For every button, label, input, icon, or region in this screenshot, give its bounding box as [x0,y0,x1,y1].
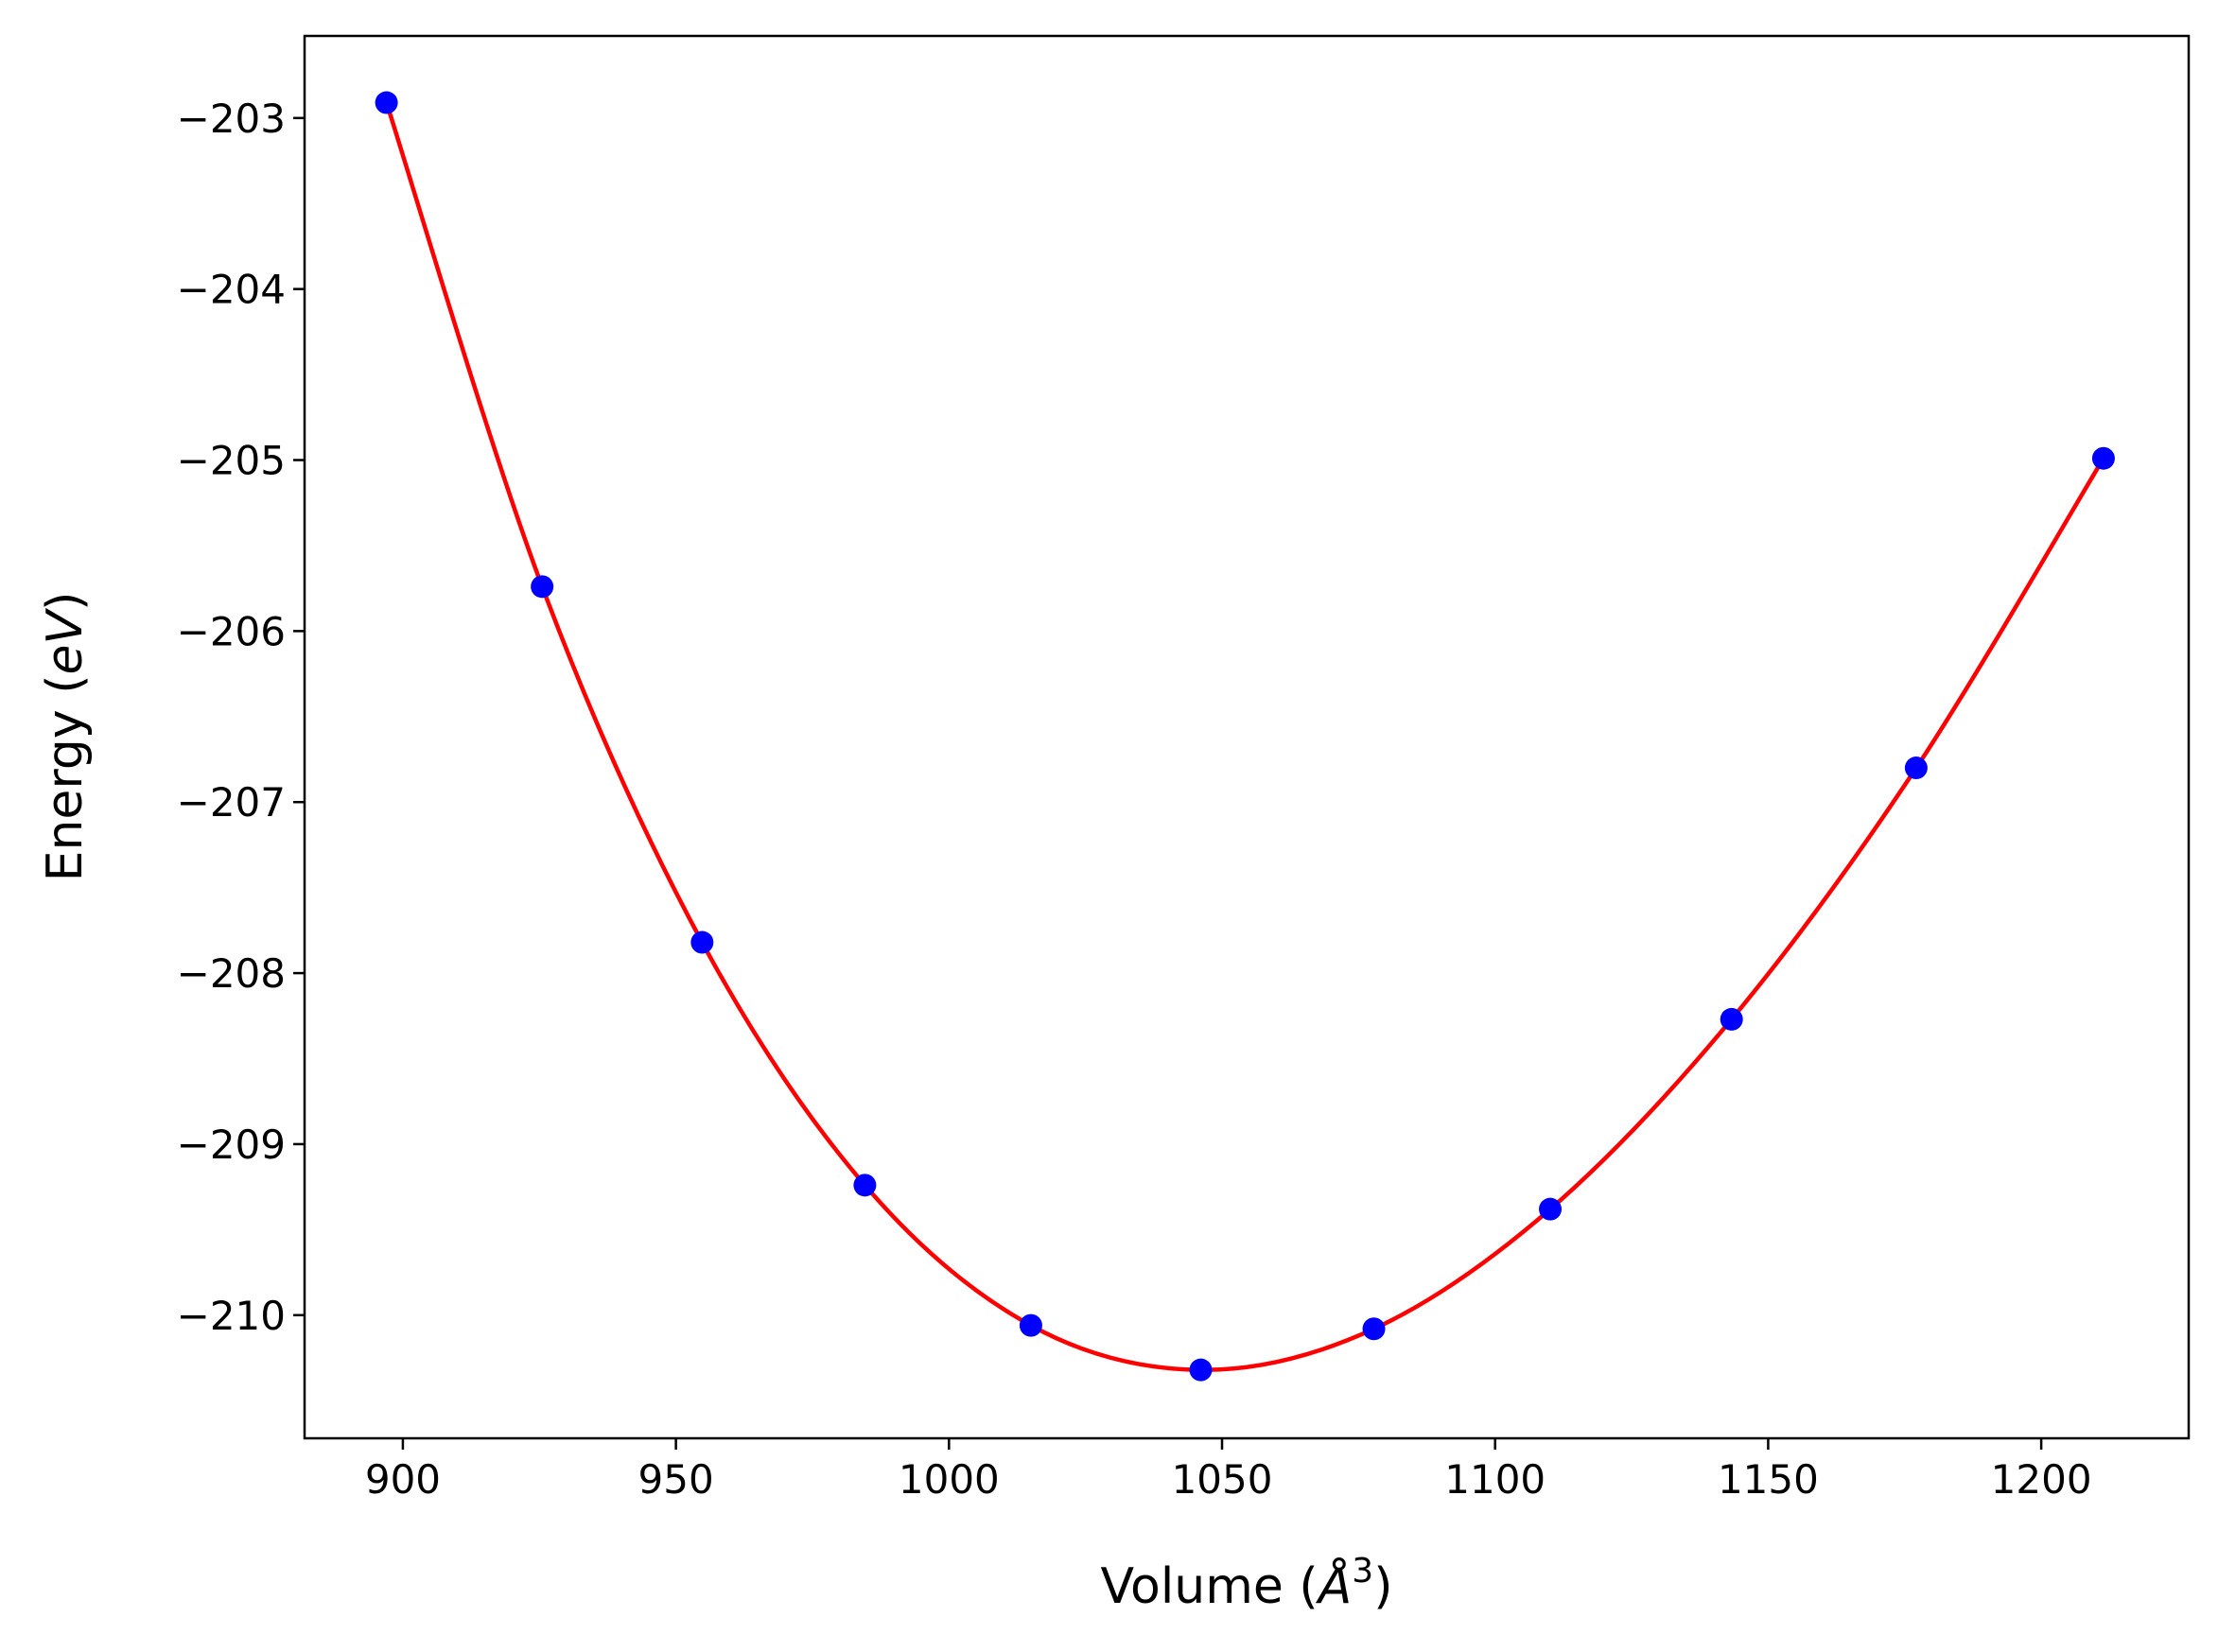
data-point [1019,1313,1042,1337]
y-tick-label: −209 [177,1122,286,1168]
data-point [531,575,554,599]
y-axis-ticks: −203 −204 −205 −206 −207 −208 −209 −210 [177,96,305,1339]
y-tick-label: −207 [177,779,286,826]
x-tick-label: 900 [365,1456,441,1503]
plot-area [305,36,2189,1438]
plot-layer [375,91,2115,1382]
x-tick-label: 1000 [899,1456,1000,1503]
y-tick-label: −205 [177,438,286,484]
y-axis-unit: eV [37,608,94,675]
data-point [2091,446,2115,470]
data-point [1539,1197,1563,1221]
data-point [1904,756,1928,780]
x-axis-label: Volume (Å3) [1100,1552,1392,1615]
x-axis-label-open-paren: ( [1284,1558,1319,1615]
data-point [1362,1317,1386,1341]
y-tick-label: −206 [177,608,286,654]
x-axis-unit: Å [1316,1556,1353,1615]
data-point [375,91,398,114]
y-axis-label-text: Energy [37,709,94,881]
x-axis-unit-superscript: 3 [1352,1552,1373,1591]
x-axis-label-close-paren: ) [1373,1558,1392,1615]
x-tick-label: 1150 [1718,1456,1819,1503]
x-tick-label: 1200 [1991,1456,2092,1503]
plot-frame [303,34,2191,1440]
data-point [853,1174,877,1197]
x-tick-label: 950 [638,1456,714,1503]
data-point [690,930,714,954]
data-points [375,91,2115,1382]
data-point [1189,1358,1213,1382]
y-axis-label: Energy (eV) [37,592,94,882]
y-tick-label: −210 [177,1293,286,1339]
y-tick-label: −208 [177,950,286,997]
x-axis-ticks: 900 950 1000 1050 1100 1150 1200 [365,1438,2092,1503]
y-tick-label: −204 [177,267,286,313]
y-axis-label-open-paren: ( [37,674,94,709]
fit-line [384,101,2105,1372]
data-point [1720,1007,1743,1031]
x-axis-label-text: Volume [1100,1558,1283,1615]
y-axis-label-close-paren: ) [37,592,94,611]
x-tick-label: 1050 [1172,1456,1273,1503]
x-tick-label: 1100 [1444,1456,1546,1503]
y-tick-label: −203 [177,96,286,142]
